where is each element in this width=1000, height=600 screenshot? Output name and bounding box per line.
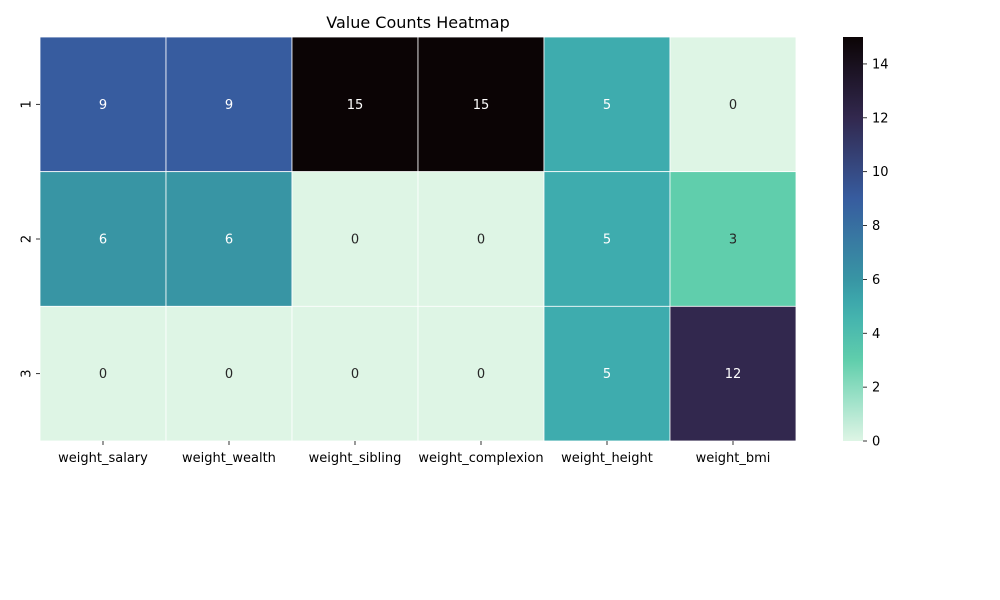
heatmap-cell	[543, 36, 671, 173]
x-tick-label: weight_salary	[58, 451, 148, 466]
cell-value-label: 5	[603, 233, 611, 248]
colorbar: 0 2 4 6 8 10 12 14	[843, 37, 889, 450]
heatmap-cell	[417, 171, 545, 307]
heatmap-cell-labels: 9 9 15 15 5 0 6 6 0 0 5 3 0 0 0 0 5 12	[99, 98, 741, 382]
x-axis: weight_salary weight_wealth weight_sibling…	[58, 441, 770, 466]
cell-value-label: 0	[351, 367, 359, 382]
x-tick-label: weight_sibling	[309, 451, 402, 466]
colorbar-tick-label: 12	[872, 111, 889, 126]
cell-value-label: 0	[99, 367, 107, 382]
cell-value-label: 0	[729, 98, 737, 113]
colorbar-tick-label: 0	[872, 435, 880, 450]
heatmap-cell	[417, 305, 545, 442]
cell-value-label: 9	[99, 98, 107, 113]
chart-title: Value Counts Heatmap	[326, 13, 509, 32]
y-tick-label: 1	[20, 100, 35, 108]
cell-value-label: 9	[225, 98, 233, 113]
cell-value-label: 6	[99, 233, 107, 248]
x-tick-label: weight_bmi	[696, 451, 771, 466]
heatmap-cell	[669, 171, 797, 307]
colorbar-tick-label: 6	[872, 273, 880, 288]
heatmap-cell	[39, 36, 167, 173]
heatmap-cell	[165, 36, 293, 173]
cell-value-label: 0	[351, 233, 359, 248]
colorbar-tick-label: 14	[872, 57, 889, 72]
heatmap-cell	[165, 305, 293, 442]
heatmap-cell	[417, 36, 545, 173]
colorbar-tick-label: 2	[872, 381, 880, 396]
colorbar-tick-label: 4	[872, 327, 880, 342]
cell-value-label: 15	[347, 98, 364, 113]
heatmap-cell	[291, 305, 419, 442]
heatmap-cell	[669, 305, 797, 442]
cell-value-label: 5	[603, 98, 611, 113]
heatmap-cell	[39, 305, 167, 442]
colorbar-gradient	[843, 37, 863, 441]
cell-value-label: 0	[477, 233, 485, 248]
heatmap-cell	[39, 171, 167, 307]
y-axis: 1 2 3	[20, 100, 40, 378]
heatmap-cell	[291, 36, 419, 173]
colorbar-tick-label: 10	[872, 165, 889, 180]
cell-value-label: 15	[473, 98, 490, 113]
colorbar-tick-label: 8	[872, 219, 880, 234]
heatmap-cells	[39, 36, 797, 442]
cell-value-label: 12	[725, 367, 742, 382]
cell-value-label: 0	[477, 367, 485, 382]
heatmap-cell	[165, 171, 293, 307]
heatmap-cell	[669, 36, 797, 173]
x-tick-label: weight_complexion	[418, 451, 543, 466]
cell-value-label: 5	[603, 367, 611, 382]
x-tick-label: weight_wealth	[182, 451, 276, 466]
y-tick-label: 2	[20, 235, 35, 243]
cell-value-label: 0	[225, 367, 233, 382]
x-tick-label: weight_height	[561, 451, 653, 466]
y-tick-label: 3	[20, 370, 35, 378]
heatmap-cell	[543, 305, 671, 442]
cell-value-label: 6	[225, 233, 233, 248]
cell-value-label: 3	[729, 233, 737, 248]
